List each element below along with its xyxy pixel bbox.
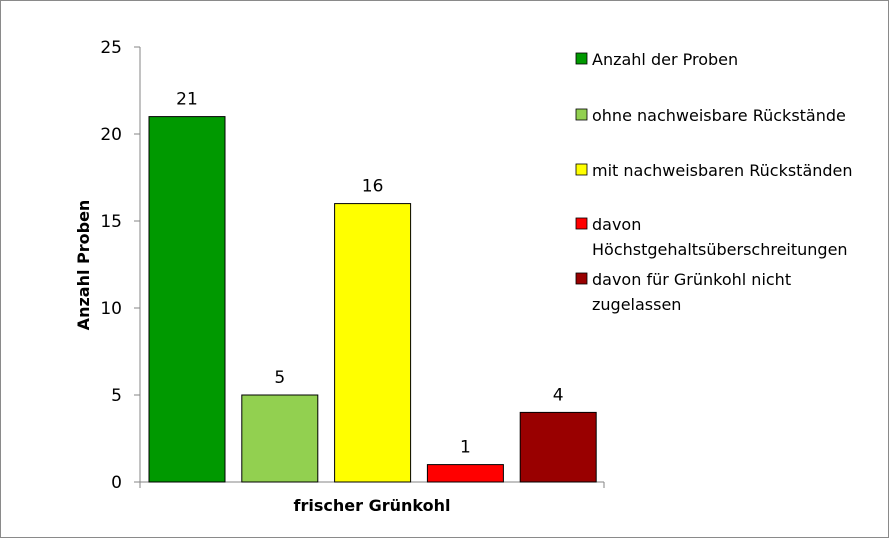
legend-label: zugelassen [592, 295, 681, 314]
legend-label: davon [592, 215, 641, 234]
data-labels: 21 5 16 1 4 [176, 90, 563, 458]
bar [426, 464, 504, 483]
legend-swatch [575, 272, 588, 285]
bar [241, 394, 319, 483]
bar-value-label: 1 [460, 438, 471, 458]
legend-swatch [575, 108, 588, 121]
legend-label: ohne nachweisbare Rückstände [592, 106, 846, 125]
legend-swatch [575, 52, 588, 65]
y-axis-title: Anzahl Proben [74, 200, 93, 331]
y-tick-label: 0 [111, 473, 122, 493]
bar-value-label: 16 [362, 177, 384, 197]
legend: Anzahl der Proben ohne nachweisbare Rücks… [575, 50, 853, 314]
legend-label: mit nachweisbaren Rückständen [592, 161, 853, 180]
legend-swatch [575, 163, 588, 176]
y-tick-label: 15 [100, 212, 122, 232]
legend-label: Höchstgehaltsüberschreitungen [592, 240, 848, 259]
y-tick-label: 10 [100, 299, 122, 319]
bar [148, 116, 226, 483]
y-tick-label: 25 [100, 38, 122, 58]
bars [148, 116, 597, 483]
x-axis-title: frischer Grünkohl [294, 496, 451, 515]
legend-swatch [575, 217, 588, 230]
bar [334, 203, 412, 483]
bar [519, 411, 597, 483]
y-tick-label: 20 [100, 125, 122, 145]
bar-value-label: 5 [274, 368, 285, 388]
y-tick-label: 5 [111, 386, 122, 406]
bar-value-label: 4 [553, 385, 564, 405]
bar-value-label: 21 [176, 90, 198, 110]
legend-label: Anzahl der Proben [592, 50, 738, 69]
legend-label: davon für Grünkohl nicht [592, 270, 791, 289]
